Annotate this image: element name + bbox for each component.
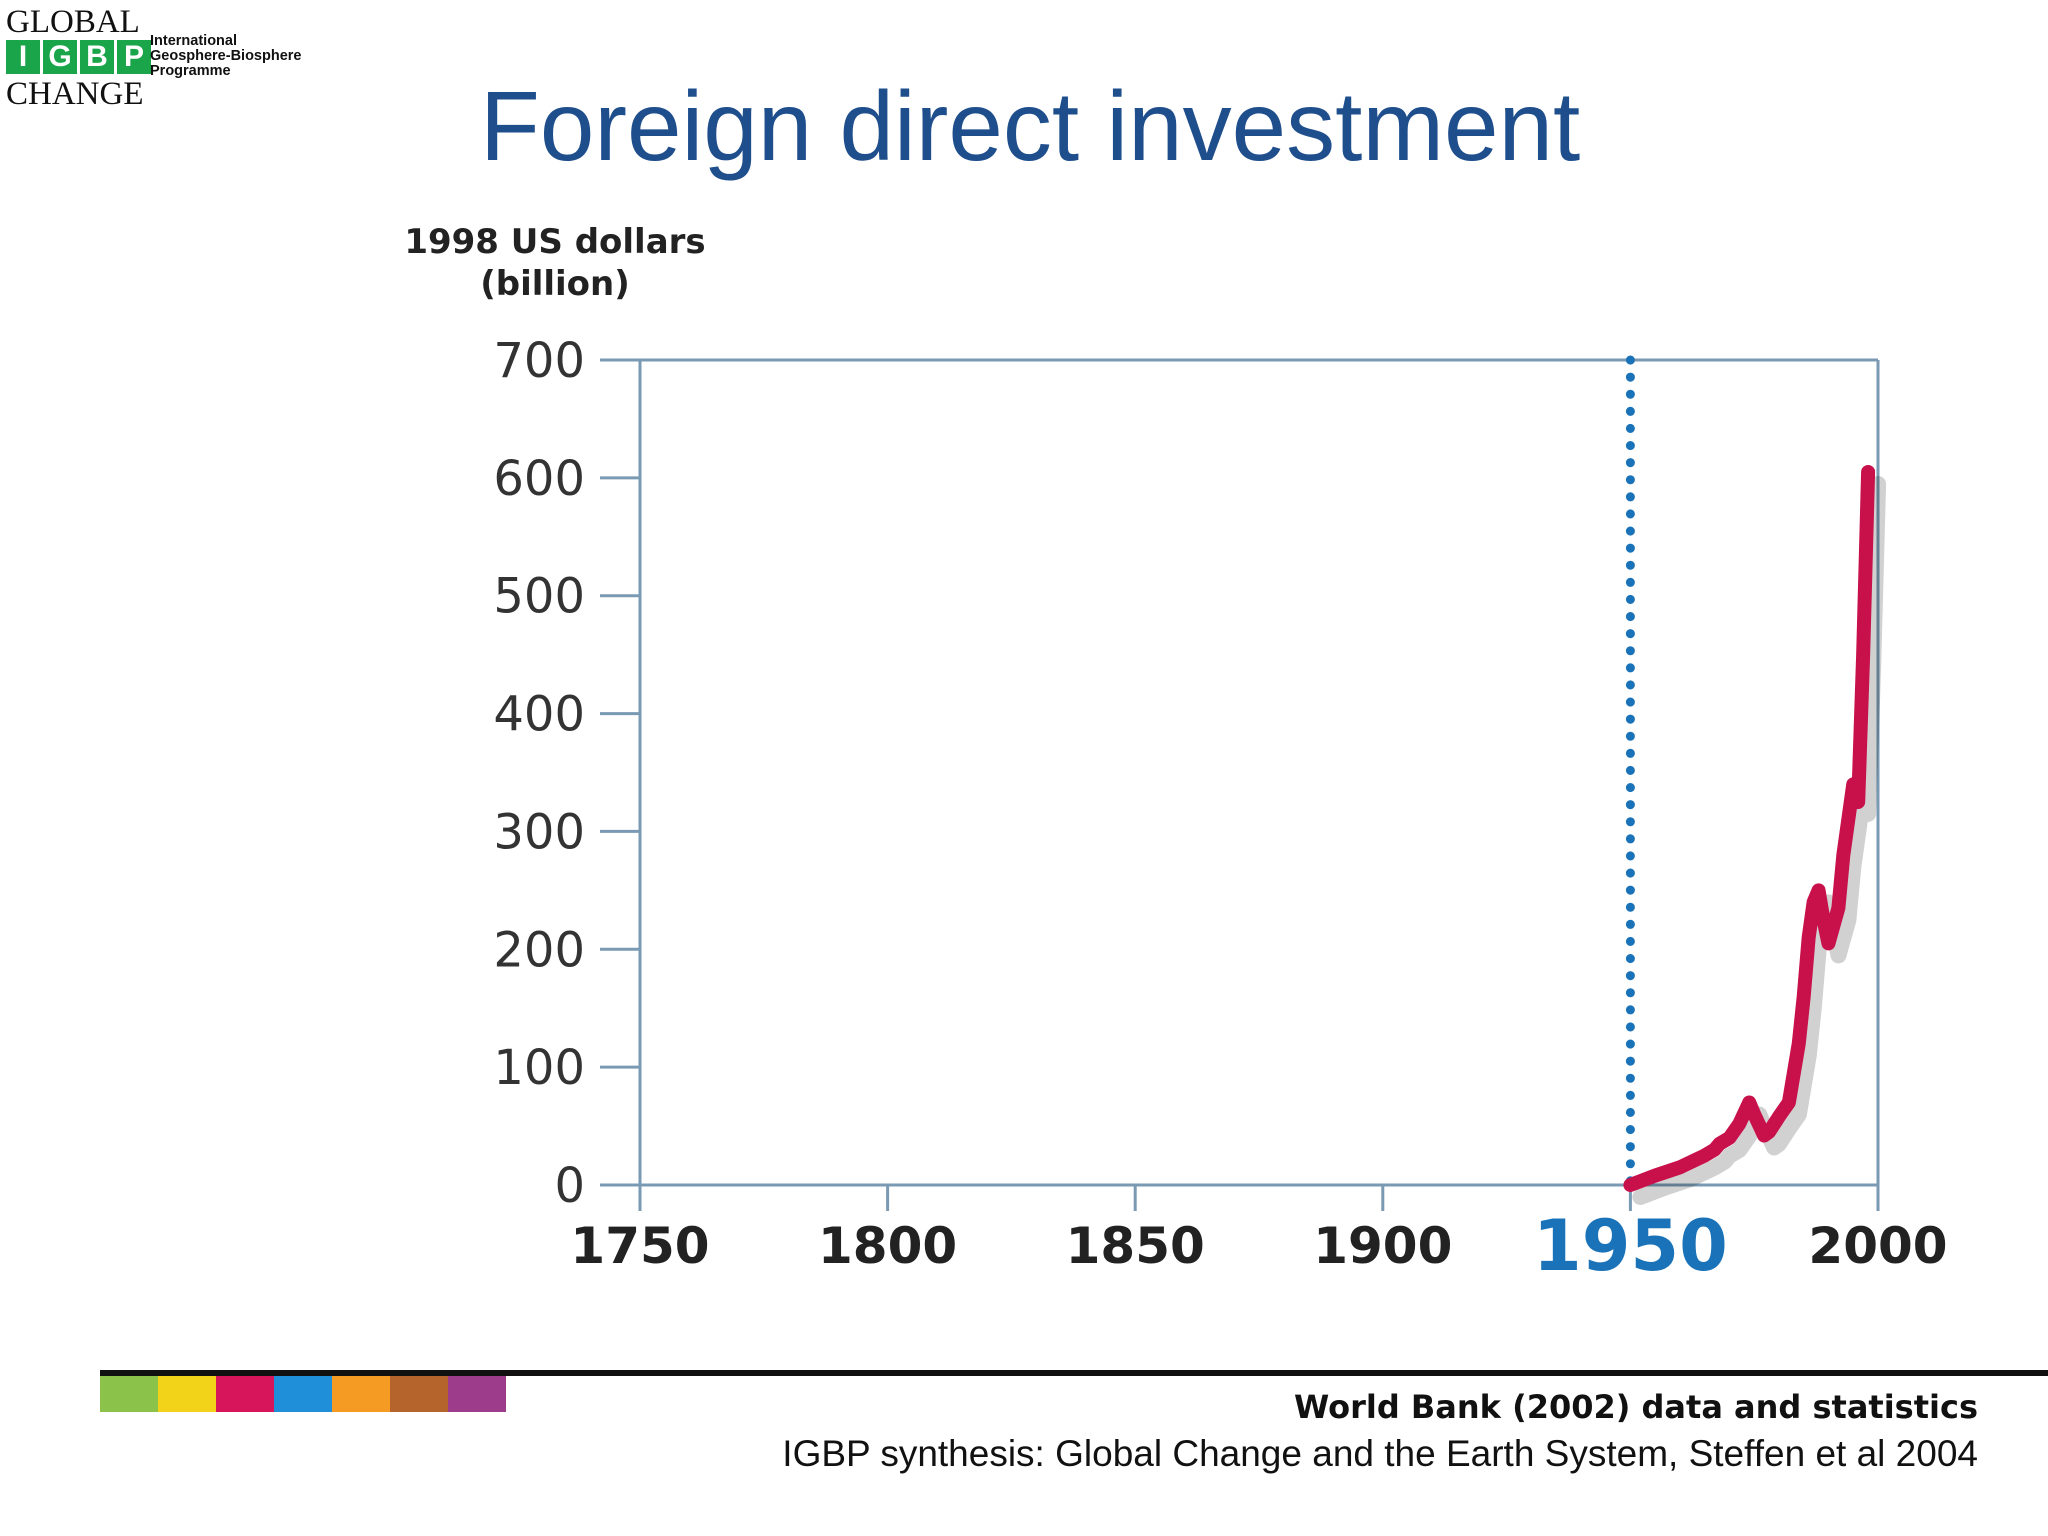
logo-subtitle-line: International [150,33,238,49]
y-tick-label: 400 [493,687,585,743]
logo-change-text: CHANGE [6,76,144,112]
y-tick-label: 100 [493,1040,585,1096]
x-tick-label: 1850 [1066,1217,1205,1275]
logo-subtitle-line: Programme [150,63,231,79]
color-strip-cell [100,1376,158,1412]
color-strip-cell [332,1376,390,1412]
source-citation-secondary: IGBP synthesis: Global Change and the Ea… [782,1433,1978,1474]
series-line-shadow [1632,475,1887,1205]
slide-title: Foreign direct investment [480,71,1581,181]
logo-subtitle-line: Geosphere-Biosphere [150,48,302,64]
x-tick-label: 1900 [1313,1217,1452,1275]
source-citation-primary: World Bank (2002) data and statistics [1293,1388,1978,1426]
logo-letter-i: I [6,40,40,74]
y-tick-label: 700 [493,333,585,389]
y-tick-label: 0 [554,1158,585,1214]
y-axis-label: 1998 US dollars [404,222,705,262]
igbp-logo: GLOBAL I G B P International Geosphere-B… [4,2,334,112]
logo-letter-b: B [80,40,114,74]
x-tick-label: 1750 [570,1217,709,1275]
y-axis-label: (billion) [480,264,630,304]
logo-global-text: GLOBAL [6,4,140,40]
theme-color-strip [100,1376,506,1412]
color-strip-cell [390,1376,448,1412]
color-strip-cell [158,1376,216,1412]
y-tick-label: 200 [493,922,585,978]
x-tick-label: 1800 [818,1217,957,1275]
series-line [1623,464,1876,1192]
footer-divider [100,1370,2048,1376]
y-tick-label: 600 [493,451,585,507]
logo-letter-g: G [43,40,77,74]
color-strip-cell [274,1376,332,1412]
color-strip-cell [448,1376,506,1412]
color-strip-cell [216,1376,274,1412]
logo-letter-p: P [117,40,151,74]
y-tick-label: 300 [493,804,585,860]
y-tick-label: 500 [493,569,585,625]
crowd-photo [0,130,480,1380]
x-tick-label-highlight: 1950 [1533,1205,1728,1287]
x-tick-label: 2000 [1808,1217,1947,1275]
logo-subtitle: International Geosphere-Biosphere Progra… [150,34,302,79]
logo-igbp-cells: I G B P [6,40,154,74]
